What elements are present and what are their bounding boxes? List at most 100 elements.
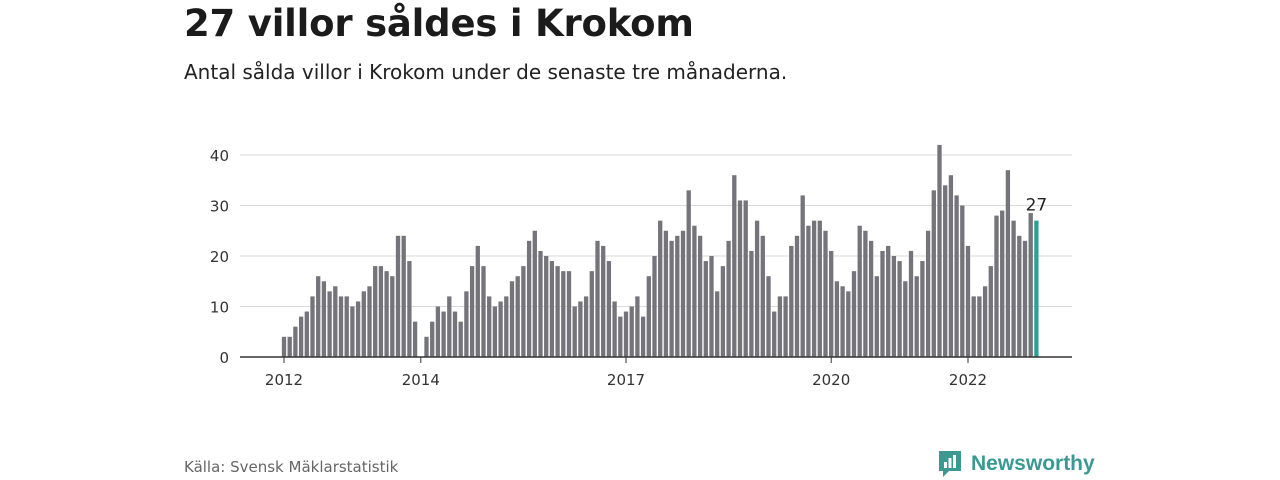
- bar: [1022, 240, 1028, 357]
- bar: [658, 220, 663, 357]
- bar: [367, 286, 372, 357]
- bar: [811, 220, 817, 357]
- bar: [886, 245, 891, 357]
- bar: [749, 250, 754, 357]
- y-tick-label: 40: [210, 147, 229, 165]
- bar: [863, 230, 868, 357]
- bar: [578, 301, 583, 357]
- bar: [538, 250, 543, 357]
- bar: [572, 306, 577, 357]
- bar: [874, 276, 879, 357]
- bar: [737, 200, 743, 357]
- tick-labels: 0 10 20 30 40 27 2012 2014 2017 2020 2022: [210, 147, 1047, 389]
- page-title: 27 villor såldes i Krokom: [184, 2, 694, 45]
- bar: [492, 306, 498, 357]
- bar: [726, 240, 731, 357]
- bar: [526, 240, 532, 357]
- bar: [504, 296, 509, 357]
- bar: [378, 266, 384, 357]
- bar: [960, 205, 965, 357]
- bar: [310, 296, 315, 357]
- y-tick-label: 0: [219, 349, 229, 367]
- bar: [1000, 210, 1005, 357]
- bar: [430, 321, 435, 357]
- bar: [338, 296, 344, 357]
- bar: [601, 245, 606, 357]
- bar: [954, 195, 959, 357]
- bar: [646, 276, 651, 357]
- bar: [401, 235, 406, 357]
- highlight-bar: [1034, 220, 1039, 357]
- bar: [464, 291, 469, 357]
- bar: [692, 225, 697, 357]
- bar: [304, 311, 309, 357]
- bar: [903, 281, 908, 357]
- bar: [361, 291, 366, 357]
- bar: [891, 256, 897, 357]
- bar: [327, 291, 332, 357]
- bar: [789, 245, 794, 357]
- bar: [395, 235, 401, 357]
- bar: [977, 296, 982, 357]
- bar: [487, 296, 492, 357]
- bar: [988, 266, 993, 357]
- bar: [732, 175, 737, 357]
- bar: [897, 261, 902, 357]
- x-tick-label: 2017: [607, 371, 645, 389]
- bar: [344, 296, 349, 357]
- bar: [675, 235, 680, 357]
- bar: [880, 250, 885, 357]
- bar: [549, 261, 555, 357]
- bar: [697, 235, 703, 357]
- bar: [435, 306, 441, 357]
- bar: [606, 261, 612, 357]
- bar: [384, 271, 389, 357]
- bar: [920, 261, 925, 357]
- bar: [800, 195, 805, 357]
- bar: [475, 245, 480, 357]
- y-tick-label: 30: [210, 198, 229, 216]
- bar: [333, 286, 338, 357]
- bar: [316, 276, 321, 357]
- bar: [1005, 170, 1011, 357]
- bar: [469, 266, 475, 357]
- bar: [447, 296, 452, 357]
- bar: [760, 235, 765, 357]
- bar: [715, 291, 720, 357]
- bar: [777, 296, 783, 357]
- bar: [509, 281, 515, 357]
- newsworthy-logo[interactable]: Newsworthy: [937, 449, 1095, 479]
- bar: [629, 306, 634, 357]
- bar: [937, 144, 942, 357]
- highlight-value-label: 27: [1026, 196, 1048, 216]
- x-tick-label: 2014: [402, 371, 440, 389]
- bar: [544, 256, 549, 357]
- bar: [652, 256, 657, 357]
- bar: [994, 215, 999, 357]
- bar: [720, 266, 726, 357]
- bar: [783, 296, 788, 357]
- bar: [589, 271, 594, 357]
- bar: [293, 326, 298, 357]
- bar: [868, 240, 874, 357]
- bar: [823, 230, 828, 357]
- bar: [532, 230, 537, 357]
- newsworthy-logo-text: Newsworthy: [971, 452, 1095, 475]
- bar: [452, 311, 458, 357]
- bar: [743, 200, 748, 357]
- axes: [240, 356, 1072, 363]
- bar: [595, 240, 600, 357]
- bar: [355, 301, 361, 357]
- bar: [481, 266, 486, 357]
- source-note: Källa: Svensk Mäklarstatistik: [184, 458, 399, 476]
- bar: [829, 250, 834, 357]
- bar: [635, 296, 640, 357]
- bar: [908, 250, 914, 357]
- bars: [281, 144, 1039, 357]
- bar: [834, 281, 840, 357]
- bar: [640, 316, 646, 357]
- bar: [623, 311, 629, 357]
- bar: [1017, 235, 1022, 357]
- bar: [555, 266, 560, 357]
